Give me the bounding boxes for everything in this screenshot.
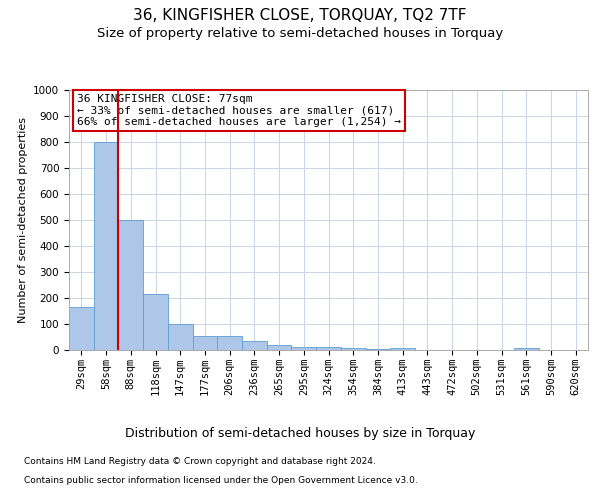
Bar [242,342,267,350]
Bar [143,294,168,350]
Bar [341,348,365,350]
Bar [193,336,217,350]
Bar [365,348,390,350]
Text: Size of property relative to semi-detached houses in Torquay: Size of property relative to semi-detach… [97,28,503,40]
Y-axis label: Number of semi-detached properties: Number of semi-detached properties [17,117,28,323]
Text: Contains HM Land Registry data © Crown copyright and database right 2024.: Contains HM Land Registry data © Crown c… [24,458,376,466]
Text: Distribution of semi-detached houses by size in Torquay: Distribution of semi-detached houses by … [125,428,475,440]
Text: 36, KINGFISHER CLOSE, TORQUAY, TQ2 7TF: 36, KINGFISHER CLOSE, TORQUAY, TQ2 7TF [133,8,467,22]
Bar [168,324,193,350]
Text: 36 KINGFISHER CLOSE: 77sqm
← 33% of semi-detached houses are smaller (617)
66% o: 36 KINGFISHER CLOSE: 77sqm ← 33% of semi… [77,94,401,127]
Bar [292,346,316,350]
Text: Contains public sector information licensed under the Open Government Licence v3: Contains public sector information licen… [24,476,418,485]
Bar [94,142,118,350]
Bar [217,336,242,350]
Bar [69,307,94,350]
Bar [390,348,415,350]
Bar [118,220,143,350]
Bar [267,346,292,350]
Bar [514,348,539,350]
Bar [316,348,341,350]
